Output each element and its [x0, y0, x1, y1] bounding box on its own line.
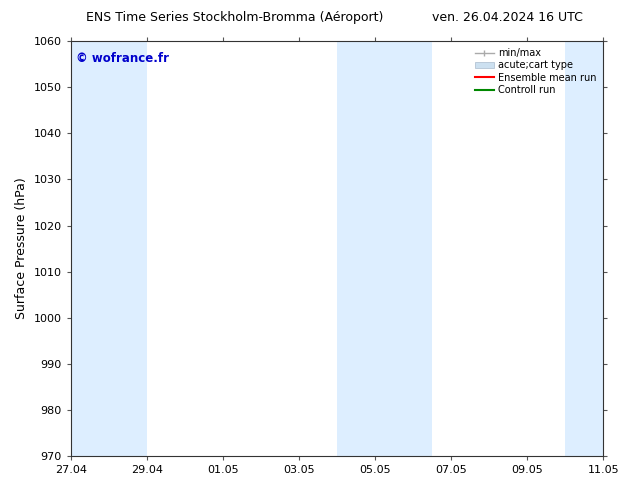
Text: © wofrance.fr: © wofrance.fr: [76, 51, 169, 65]
Text: ven. 26.04.2024 16 UTC: ven. 26.04.2024 16 UTC: [432, 11, 583, 24]
Legend: min/max, acute;cart type, Ensemble mean run, Controll run: min/max, acute;cart type, Ensemble mean …: [472, 46, 598, 97]
Y-axis label: Surface Pressure (hPa): Surface Pressure (hPa): [15, 178, 28, 319]
Bar: [337, 41, 432, 456]
Bar: [565, 41, 622, 456]
Text: ENS Time Series Stockholm-Bromma (Aéroport): ENS Time Series Stockholm-Bromma (Aéropo…: [86, 11, 384, 24]
Bar: [71, 41, 147, 456]
